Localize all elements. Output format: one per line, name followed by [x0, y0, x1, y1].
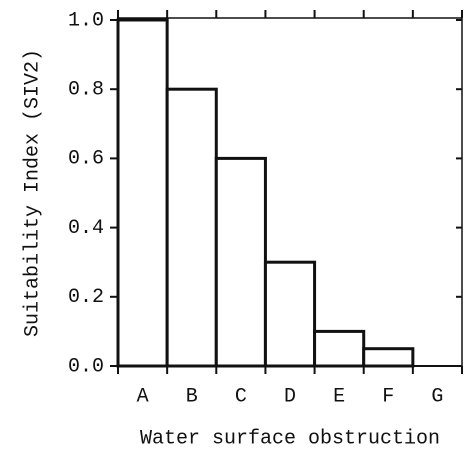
- x-tick-label: A: [137, 385, 149, 408]
- y-tick-label: 0.4: [68, 217, 104, 240]
- x-tick-label: D: [284, 385, 296, 408]
- x-tick-label: E: [333, 385, 345, 408]
- y-tick-label: 0.0: [68, 355, 104, 378]
- bar: [313, 329, 366, 368]
- bar: [263, 260, 317, 368]
- bar: [362, 347, 415, 368]
- x-tick-label: C: [235, 385, 247, 408]
- y-tick-label: 1.0: [68, 9, 104, 32]
- y-tick-label: 0.6: [68, 148, 104, 171]
- y-tick-label: 0.2: [68, 286, 104, 309]
- x-tick-label: G: [431, 385, 443, 408]
- bar: [116, 18, 169, 368]
- bar: [214, 156, 267, 368]
- y-axis-label: Suitability Index (SIV2): [21, 49, 44, 337]
- x-axis-label: Water surface obstruction: [140, 427, 440, 450]
- bar: [165, 87, 218, 368]
- y-tick-label: 0.8: [68, 78, 104, 101]
- x-tick-label: B: [186, 385, 198, 408]
- x-tick-label: F: [382, 385, 394, 408]
